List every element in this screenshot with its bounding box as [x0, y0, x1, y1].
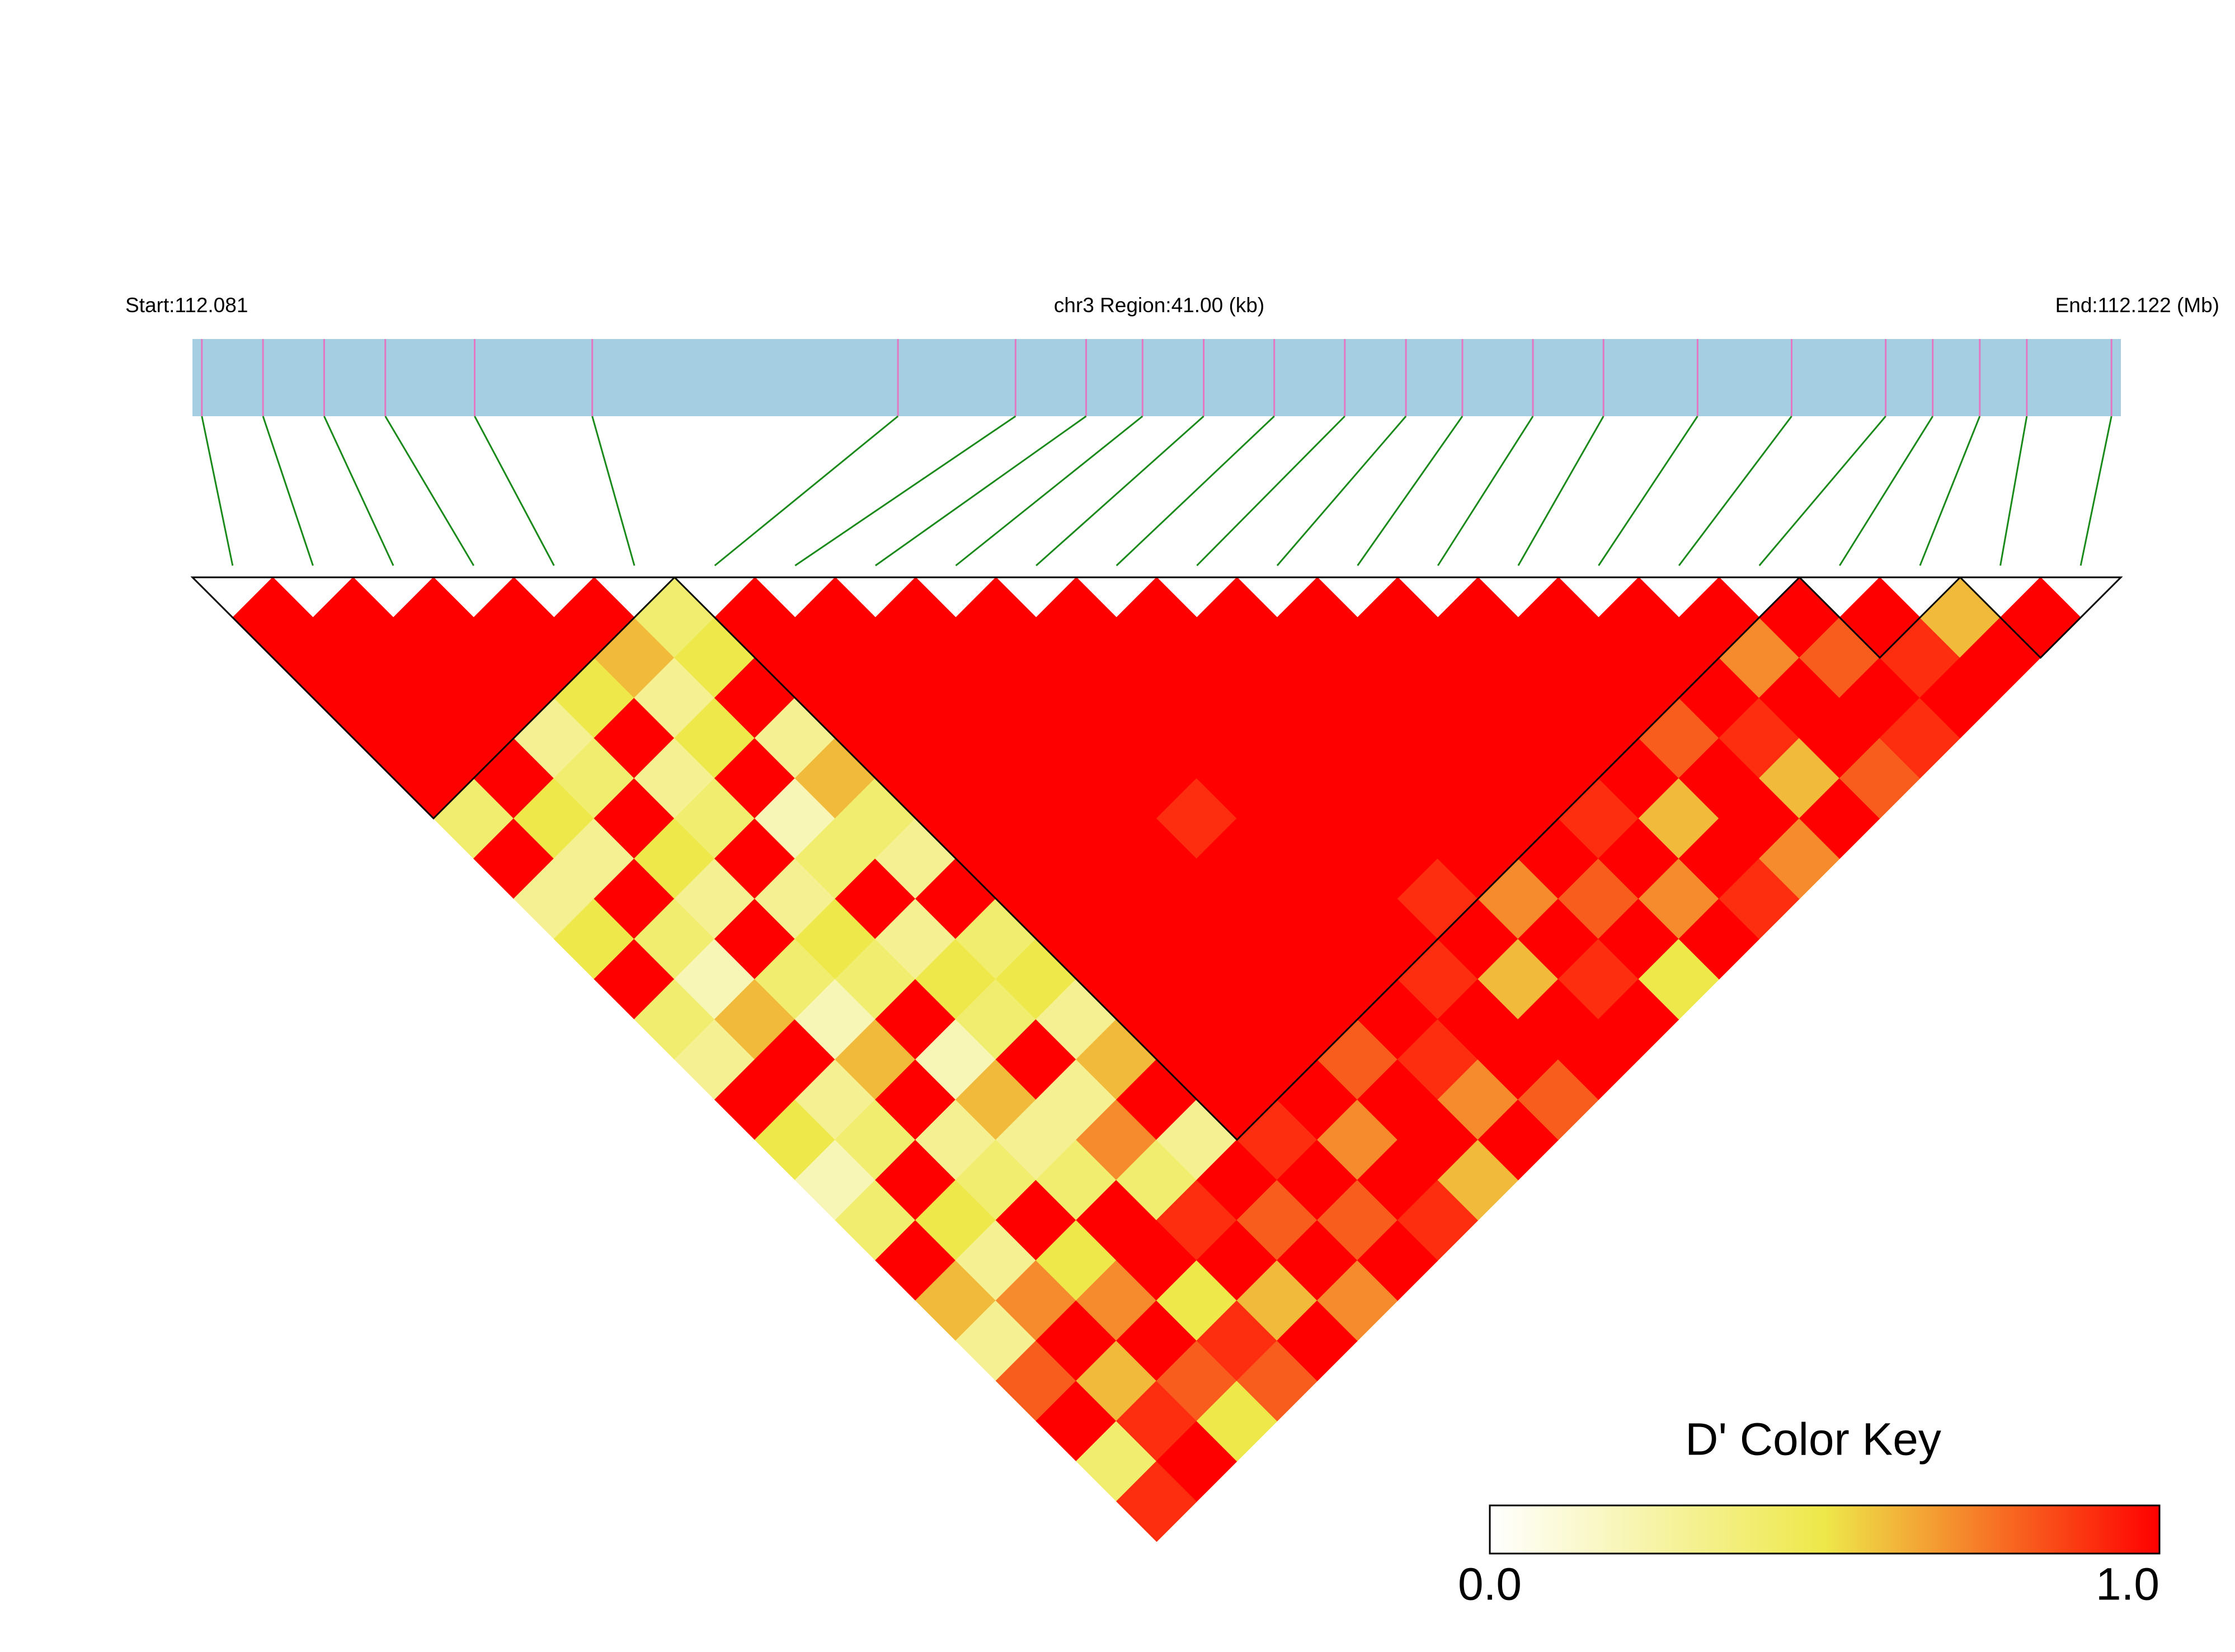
ld-block: [190, 576, 677, 820]
start-label: Start:112.081: [125, 294, 248, 317]
snp-connector: [1517, 416, 1605, 566]
snp-connector: [1116, 415, 1275, 567]
snp-connector: [1276, 416, 1407, 566]
snp-connector: [1598, 416, 1698, 566]
ld-block: [1797, 576, 1963, 659]
snp-connector: [1357, 416, 1464, 566]
snp-connector: [874, 415, 1087, 567]
snp-connector: [384, 416, 474, 566]
snp-connector: [474, 416, 555, 566]
snp-connector: [794, 415, 1017, 567]
snp-connector: [2079, 416, 2112, 566]
snp-connector: [323, 416, 394, 566]
color-key: [1489, 1504, 2161, 1555]
snp-connector: [1919, 416, 1981, 566]
ld-block: [1958, 576, 2123, 659]
snp-connector: [262, 416, 314, 566]
snp-connector: [714, 415, 899, 567]
snp-connector: [591, 416, 636, 566]
snp-connector: [1036, 415, 1204, 567]
snp-connector: [1437, 416, 1534, 566]
snp-connector: [1839, 416, 1933, 566]
snp-connector: [1678, 416, 1792, 566]
snp-connector: [201, 416, 234, 566]
snp-connector: [1196, 415, 1345, 567]
snp-connector: [1758, 416, 1886, 566]
region-label: chr3 Region:41.00 (kb): [1054, 294, 1264, 317]
snp-connector: [1999, 416, 2028, 566]
ld-block: [672, 576, 1802, 1141]
gene-bar: [192, 339, 2121, 416]
key-tick-label: 0.0: [1458, 1559, 1522, 1610]
key-title: D' Color Key: [1685, 1414, 1941, 1465]
snp-connector: [955, 415, 1144, 567]
end-label: End:112.122 (Mb): [2055, 294, 2219, 317]
key-tick-label: 1.0: [2096, 1559, 2159, 1610]
